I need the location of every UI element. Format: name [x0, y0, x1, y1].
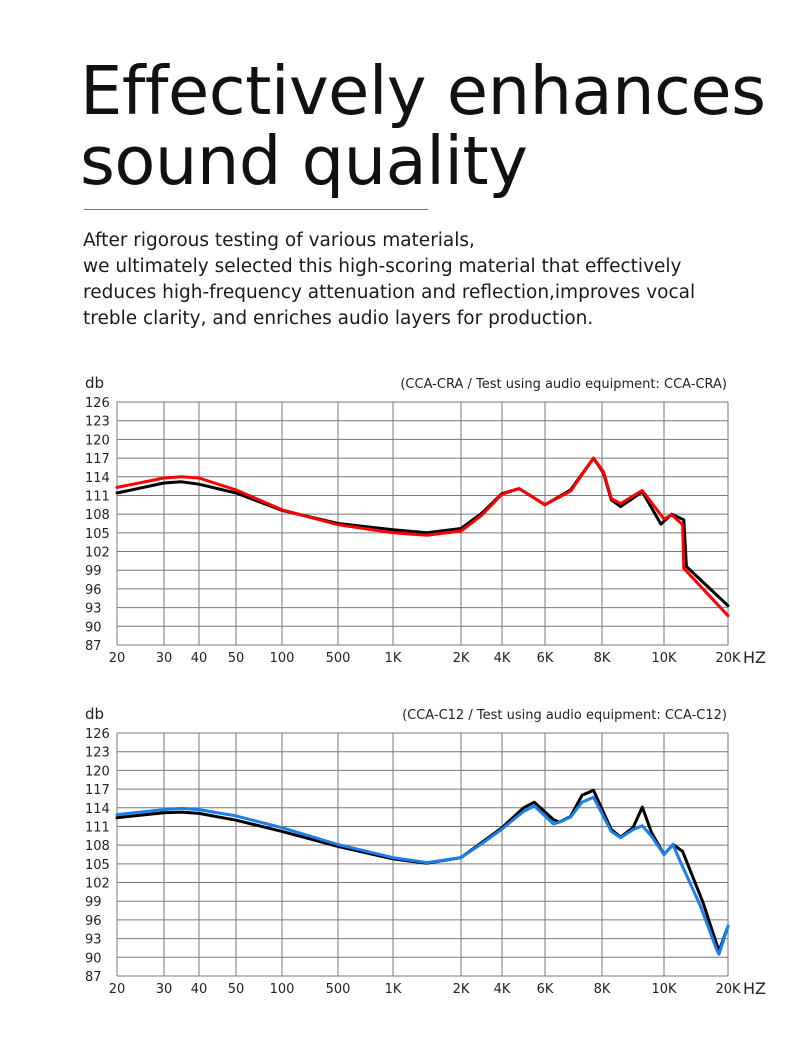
y-tick-label: 87: [85, 639, 102, 654]
x-tick-label: 20: [109, 651, 126, 666]
y-tick-label: 114: [85, 471, 110, 486]
y-tick-label: 96: [85, 914, 102, 929]
series-line-2: [115, 795, 730, 956]
y-tick-label: 111: [85, 820, 110, 835]
y-tick-label: 87: [85, 970, 102, 985]
title-line-2: sound quality: [80, 122, 528, 200]
intro-paragraph: After rigorous testing of various materi…: [83, 228, 783, 332]
y-tick-label: 102: [85, 877, 110, 892]
series-line-2: [115, 456, 730, 618]
x-tick-label: 500: [326, 651, 351, 666]
x-tick-label: 40: [191, 982, 208, 997]
title-line-1: Effectively enhances: [80, 52, 766, 130]
x-tick-label: 50: [228, 982, 245, 997]
y-tick-label: 117: [85, 783, 110, 798]
y-tick-label: 126: [85, 727, 110, 742]
series-line-1: [115, 788, 730, 953]
intro-line: treble clarity, and enriches audio layer…: [83, 308, 594, 329]
x-tick-label: 20: [109, 982, 126, 997]
y-tick-label: 93: [85, 933, 102, 948]
x-tick-label: 500: [326, 982, 351, 997]
x-tick-label: 6K: [537, 651, 554, 666]
y-tick-label: 90: [85, 951, 102, 966]
y-axis-label: db: [85, 374, 104, 392]
x-tick-label: 4K: [494, 651, 511, 666]
x-tick-label: 100: [270, 982, 295, 997]
x-axis-label: HZ: [743, 979, 766, 998]
y-tick-label: 96: [85, 583, 102, 598]
y-tick-label: 120: [85, 433, 110, 448]
y-tick-label: 105: [85, 527, 110, 542]
y-tick-label: 99: [85, 895, 102, 910]
y-tick-label: 126: [85, 396, 110, 411]
x-tick-label: 100: [270, 651, 295, 666]
y-tick-label: 123: [85, 746, 110, 761]
x-tick-label: 1K: [385, 982, 402, 997]
x-tick-label: 20K: [715, 982, 741, 997]
y-tick-label: 114: [85, 802, 110, 817]
x-tick-label: 30: [156, 651, 173, 666]
frequency-response-chart-cca-cra: 126 123 120 117 114 111 108 105 102 99 96 93 90 87 20 3…: [85, 374, 766, 667]
x-tick-label: 20K: [715, 651, 741, 666]
x-tick-label: 1K: [385, 651, 402, 666]
y-tick-label: 123: [85, 415, 110, 430]
x-tick-label: 6K: [537, 982, 554, 997]
title-divider: [84, 209, 428, 210]
x-tick-label: 8K: [594, 982, 611, 997]
intro-line: reduces high-frequency attenuation and r…: [83, 282, 696, 303]
x-tick-label: 4K: [494, 982, 511, 997]
y-axis-label: db: [85, 705, 104, 723]
y-tick-label: 120: [85, 764, 110, 779]
x-tick-label: 30: [156, 982, 173, 997]
y-tick-label: 117: [85, 452, 110, 467]
intro-line: we ultimately selected this high-scoring…: [83, 256, 682, 277]
y-tick-label: 108: [85, 508, 110, 523]
y-tick-label: 93: [85, 602, 102, 617]
intro-line: After rigorous testing of various materi…: [83, 230, 475, 251]
y-tick-label: 108: [85, 839, 110, 854]
frequency-response-chart-cca-c12: 126 123 120 117 114 111 108 105 102 99 96 93 90 87 20 3…: [85, 705, 766, 998]
x-tick-label: 2K: [453, 651, 470, 666]
x-tick-label: 8K: [594, 651, 611, 666]
chart-subtitle: (CCA-C12 / Test using audio equipment: C…: [402, 708, 727, 723]
page-title: Effectively enhances sound quality: [80, 56, 766, 196]
y-tick-label: 105: [85, 858, 110, 873]
y-tick-label: 90: [85, 620, 102, 635]
x-tick-label: 10K: [651, 651, 677, 666]
x-tick-label: 50: [228, 651, 245, 666]
x-axis-label: HZ: [743, 648, 766, 667]
x-tick-label: 10K: [651, 982, 677, 997]
chart-subtitle: (CCA-CRA / Test using audio equipment: C…: [400, 377, 727, 392]
y-tick-label: 111: [85, 489, 110, 504]
y-tick-label: 99: [85, 564, 102, 579]
x-tick-label: 2K: [453, 982, 470, 997]
x-tick-label: 40: [191, 651, 208, 666]
y-tick-label: 102: [85, 546, 110, 561]
